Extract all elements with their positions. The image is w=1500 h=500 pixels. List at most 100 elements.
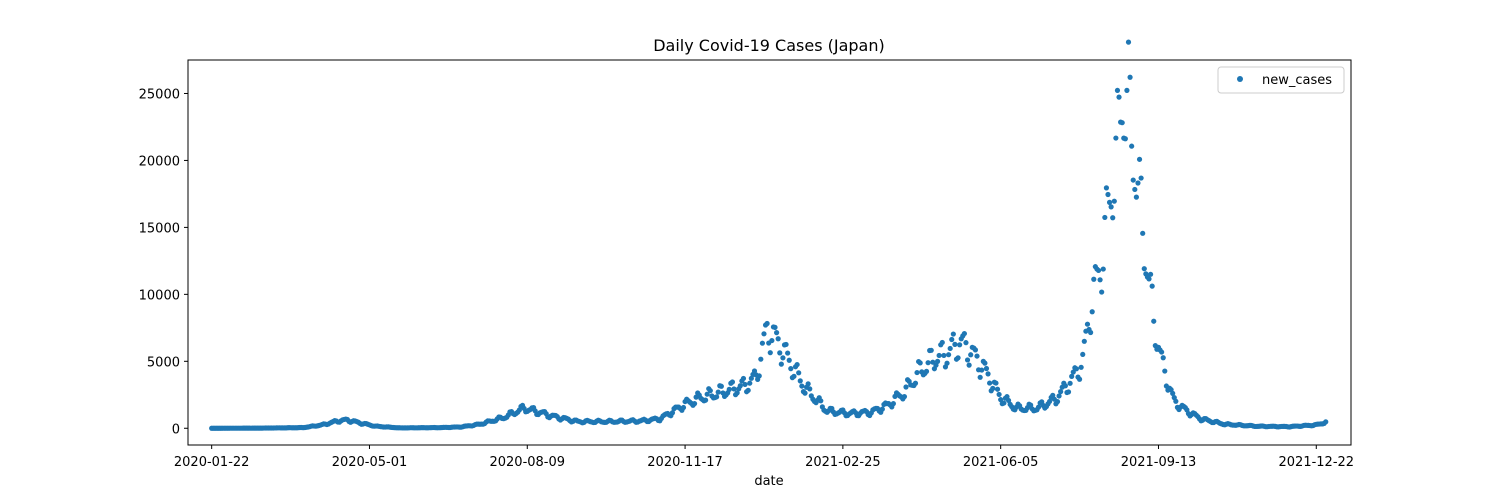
data-point: [759, 340, 766, 346]
data-point: [1080, 351, 1086, 358]
data-point: [680, 404, 687, 411]
data-point: [1162, 368, 1168, 374]
y-tick-label: 0: [172, 422, 180, 437]
data-point: [796, 370, 802, 376]
data-point: [1146, 276, 1152, 282]
data-point: [807, 386, 813, 392]
data-point: [791, 373, 797, 379]
data-point: [994, 386, 1001, 392]
data-point: [1067, 380, 1073, 386]
data-point: [1127, 74, 1133, 80]
data-point: [1151, 318, 1157, 324]
data-point: [1084, 321, 1091, 327]
data-point: [964, 357, 971, 363]
data-point: [961, 330, 967, 337]
data-point: [993, 380, 999, 386]
data-point: [1129, 143, 1135, 149]
data-point: [777, 350, 783, 356]
legend-label: new_cases: [1262, 73, 1332, 88]
data-point: [1058, 389, 1064, 395]
data-point: [1069, 373, 1075, 379]
data-point: [1141, 266, 1147, 272]
data-point: [767, 350, 773, 356]
data-point: [1170, 390, 1176, 396]
data-point: [758, 356, 764, 362]
data-point: [949, 336, 955, 343]
data-point: [1070, 369, 1076, 375]
data-point: [794, 361, 800, 368]
data-point: [785, 350, 791, 356]
data-point: [691, 401, 698, 407]
data-point: [1097, 277, 1103, 283]
data-point: [718, 383, 724, 389]
data-point: [707, 388, 713, 394]
data-point: [1323, 419, 1329, 425]
data-point: [1047, 398, 1053, 405]
data-point: [987, 380, 993, 386]
data-point: [996, 391, 1002, 398]
data-point: [1130, 177, 1136, 183]
data-point: [1113, 135, 1119, 141]
data-point: [715, 389, 721, 395]
data-point: [1076, 376, 1083, 382]
x-axis: 2020-01-22 2020-05-01 2020-08-09 2020-11-17…: [174, 445, 1354, 470]
data-point: [769, 337, 775, 344]
data-point: [934, 358, 941, 364]
data-point: [726, 386, 732, 392]
data-point: [704, 391, 710, 397]
data-point: [1005, 397, 1012, 404]
data-point: [714, 394, 720, 400]
data-point: [1073, 366, 1080, 372]
data-point: [1088, 329, 1094, 336]
data-point: [747, 380, 753, 386]
data-point: [1132, 186, 1138, 193]
data-point: [946, 352, 952, 358]
data-point: [983, 365, 990, 372]
x-tick-label: 2021-12-22: [1279, 455, 1355, 470]
data-point: [737, 383, 743, 389]
data-point: [786, 357, 792, 363]
data-point: [1110, 215, 1116, 221]
data-point: [1001, 400, 1007, 406]
data-point: [780, 355, 786, 361]
data-point: [1100, 266, 1106, 272]
data-point: [1105, 191, 1111, 198]
data-point: [818, 398, 824, 404]
data-point: [1054, 399, 1061, 405]
data-point: [1081, 338, 1087, 344]
y-axis: 0 5000 10000 15000 20000 25000: [139, 87, 188, 437]
data-point: [963, 340, 969, 346]
data-point: [901, 394, 908, 400]
data-point: [990, 385, 996, 391]
data-point: [1160, 355, 1166, 361]
x-tick-label: 2021-06-05: [963, 455, 1039, 470]
legend: new_cases: [1217, 66, 1345, 94]
data-point: [778, 361, 784, 367]
data-point: [947, 345, 953, 352]
plot-area-frame: [187, 59, 1352, 446]
x-tick-label: 2020-08-09: [489, 455, 565, 470]
x-tick-label: 2020-01-22: [174, 455, 250, 470]
data-point: [1035, 404, 1042, 410]
data-point: [1133, 194, 1139, 200]
y-tick-label: 25000: [139, 87, 180, 102]
data-point: [1102, 214, 1108, 221]
data-point: [928, 347, 934, 353]
x-tick-label: 2021-09-13: [1121, 455, 1197, 470]
data-point: [1149, 283, 1155, 289]
data-point: [1111, 198, 1117, 204]
data-point: [772, 324, 778, 330]
data-points: [209, 39, 1329, 431]
data-point: [1140, 230, 1146, 236]
data-point: [788, 366, 794, 372]
data-point: [761, 331, 767, 337]
data-point: [1056, 393, 1062, 399]
data-point: [1108, 204, 1114, 210]
data-point: [982, 360, 988, 366]
data-point: [1138, 175, 1144, 181]
data-point: [1147, 271, 1154, 277]
data-point: [1135, 180, 1141, 186]
data-point: [745, 387, 751, 393]
data-point: [731, 386, 737, 392]
